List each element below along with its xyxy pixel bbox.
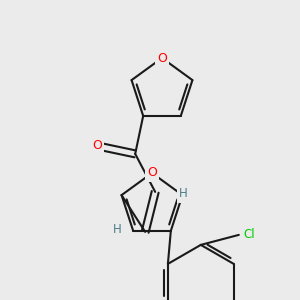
Text: O: O	[92, 140, 102, 152]
Text: H: H	[113, 224, 122, 236]
Text: O: O	[147, 167, 157, 179]
Text: O: O	[157, 52, 167, 64]
Text: Cl: Cl	[243, 228, 255, 242]
Text: H: H	[179, 188, 188, 200]
